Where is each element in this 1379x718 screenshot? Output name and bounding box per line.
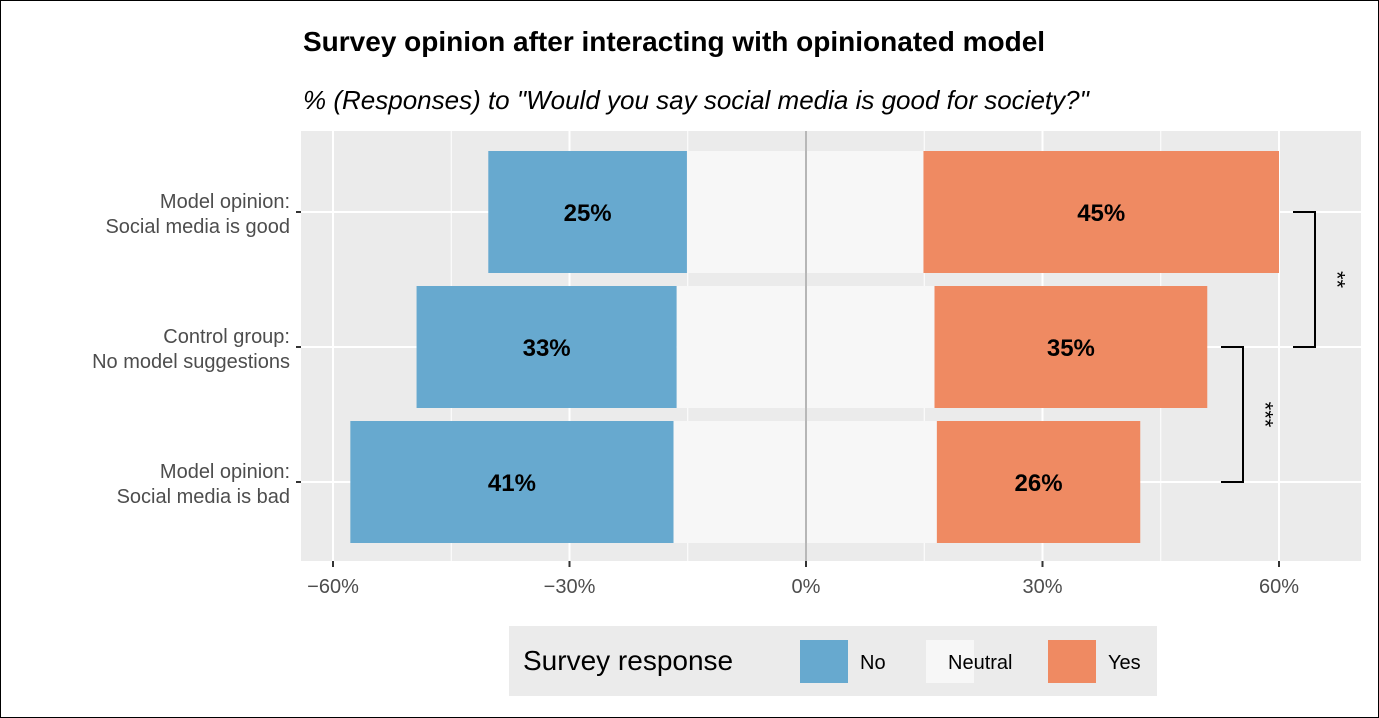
significance-bracket: [1293, 211, 1316, 348]
x-tick-label: −30%: [544, 576, 596, 598]
legend-label: Yes: [1108, 652, 1141, 674]
legend-key: [926, 640, 974, 683]
bar-no: [350, 421, 674, 543]
x-tick-label: 30%: [1022, 576, 1062, 598]
bar-label-no: 25%: [564, 200, 612, 227]
significance-brackets: *****: [1221, 211, 1350, 483]
y-tick-label-line2: Social media is good: [105, 216, 290, 238]
significance-label: ***: [1253, 402, 1278, 428]
y-axis: Model opinion: Social media is good Contro…: [92, 191, 301, 508]
bar-label-no: 33%: [523, 335, 571, 362]
bar-label-yes: 35%: [1047, 335, 1095, 362]
y-tick-label-line1: Model opinion:: [160, 461, 290, 483]
x-axis: −60% −30% 0% 30% 60%: [307, 561, 1299, 598]
bar-labels: 25% 45% 33% 35% 41% 26%: [488, 200, 1125, 497]
y-tick-label-line2: No model suggestions: [92, 351, 290, 373]
bar-neutral: [673, 421, 937, 543]
bar-no: [488, 151, 687, 273]
legend-title: Survey response: [523, 645, 733, 676]
chart-title: Survey opinion after interacting with op…: [303, 26, 1045, 57]
legend-label: No: [860, 652, 886, 674]
legend: Survey response No Neutral Yes: [509, 626, 1157, 696]
y-tick-label-line1: Model opinion:: [160, 191, 290, 213]
legend-key: [800, 640, 848, 683]
legend-key: [1048, 640, 1096, 683]
bar-yes: [936, 421, 1141, 543]
bar-no: [416, 286, 677, 408]
legend-label: Neutral: [948, 652, 1012, 674]
x-tick-label: 0%: [792, 576, 821, 598]
bar-label-yes: 26%: [1015, 470, 1063, 497]
chart-subtitle: % (Responses) to "Would you say social m…: [303, 85, 1091, 115]
bar-label-yes: 45%: [1077, 200, 1125, 227]
bar-yes: [923, 151, 1279, 273]
significance-bracket: [1221, 346, 1244, 483]
x-tick-label: −60%: [307, 576, 359, 598]
bar-neutral: [686, 151, 924, 273]
significance-label: **: [1325, 271, 1350, 289]
y-tick-label-line2: Social media is bad: [117, 486, 290, 508]
bar-yes: [934, 286, 1208, 408]
x-tick-label: 60%: [1259, 576, 1299, 598]
bar-label-no: 41%: [488, 470, 536, 497]
y-tick-label-line1: Control group:: [163, 326, 290, 348]
